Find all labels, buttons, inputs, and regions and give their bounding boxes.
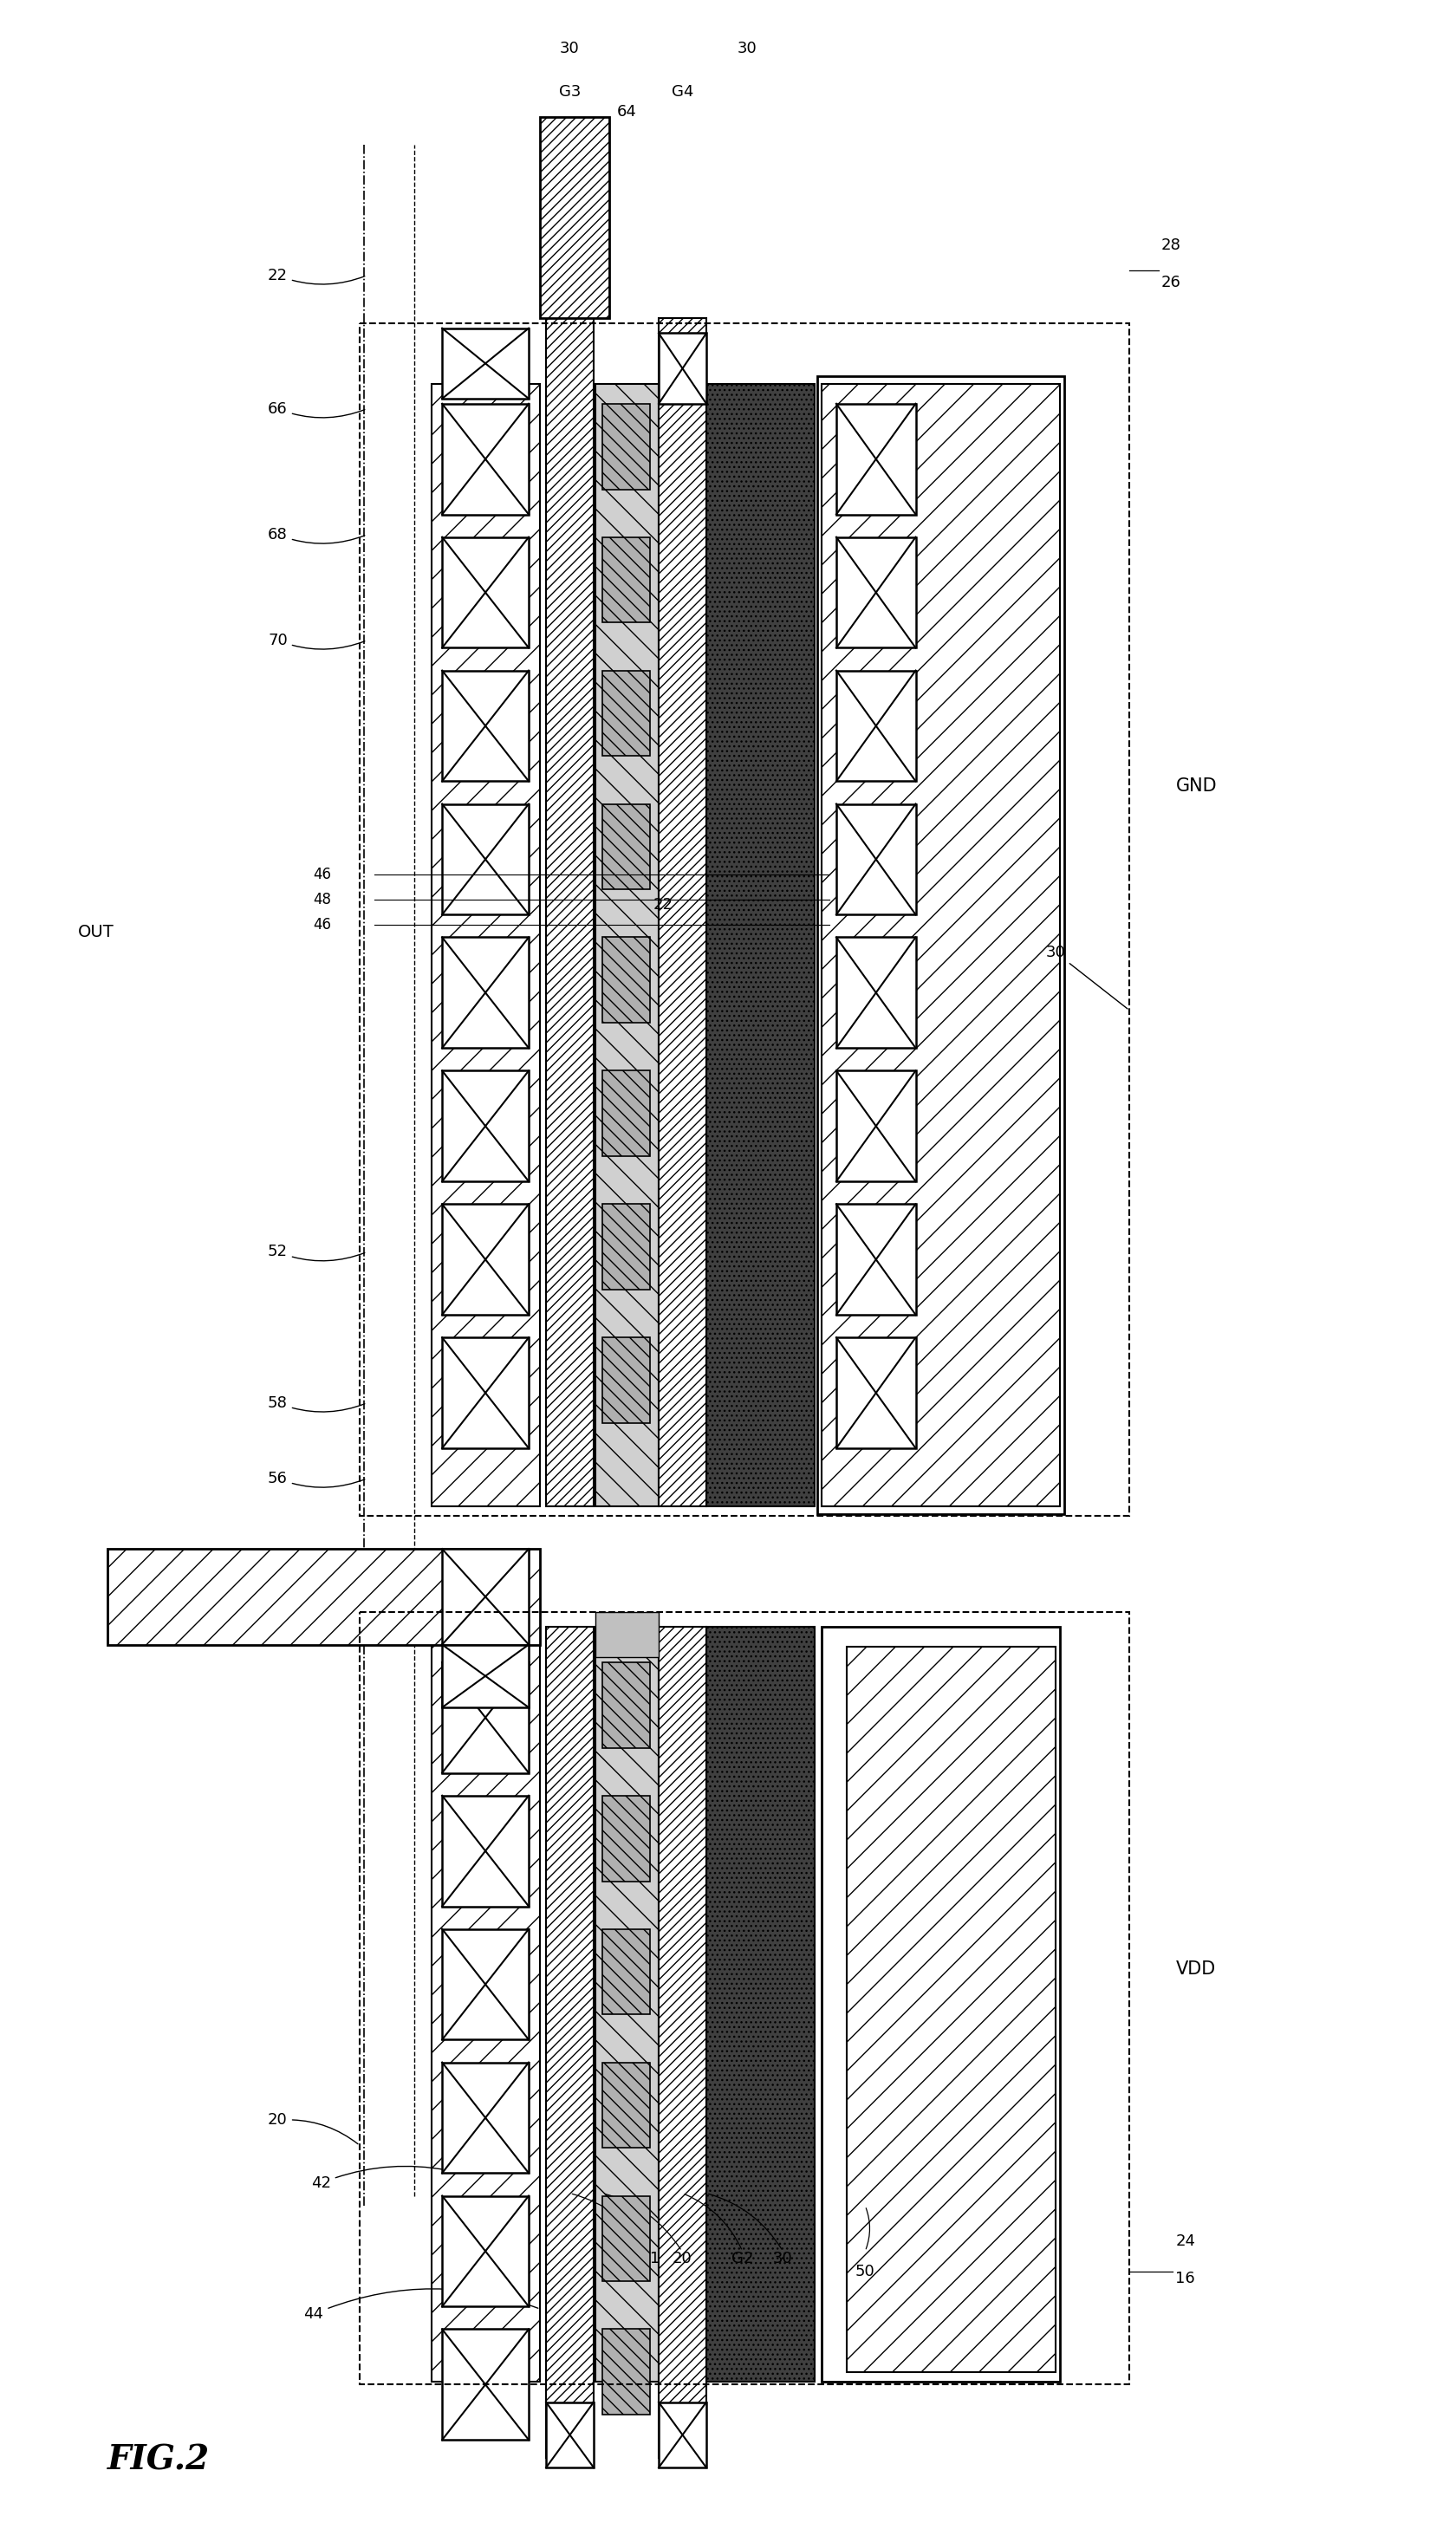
Bar: [836, 1338, 916, 1449]
Text: 18: 18: [268, 1583, 365, 1601]
Bar: [443, 1662, 529, 1773]
Text: 44: 44: [304, 2289, 539, 2322]
Text: 30: 30: [773, 2251, 792, 2266]
Bar: [706, 384, 815, 1507]
Bar: [443, 536, 529, 647]
Text: 52: 52: [268, 1244, 365, 1262]
Bar: [443, 938, 529, 1047]
Bar: [443, 1204, 529, 1315]
Text: 22: 22: [654, 898, 673, 913]
Bar: [443, 2061, 529, 2172]
Bar: [603, 1662, 649, 1748]
Bar: [658, 334, 706, 405]
Text: 20: 20: [268, 2112, 358, 2145]
Text: 66: 66: [268, 402, 365, 417]
Text: 24: 24: [1175, 2233, 1195, 2248]
Bar: [603, 2061, 649, 2147]
Bar: [603, 1204, 649, 1290]
Text: G1: G1: [638, 2251, 660, 2266]
Bar: [443, 2195, 529, 2306]
Text: IN: IN: [566, 2435, 584, 2451]
Bar: [443, 1796, 529, 1907]
Bar: [546, 319, 594, 1507]
Bar: [603, 405, 649, 488]
Bar: [432, 1626, 540, 2382]
Bar: [603, 938, 649, 1022]
Text: 56: 56: [268, 1472, 365, 1487]
Bar: [603, 1930, 649, 2016]
Bar: [443, 1070, 529, 1181]
Bar: [836, 405, 916, 513]
Bar: [108, 1548, 540, 1644]
Text: 68: 68: [268, 526, 365, 544]
Text: 30: 30: [891, 898, 911, 913]
Text: 30: 30: [1045, 946, 1127, 1009]
Bar: [360, 324, 1130, 1517]
Text: 50: 50: [855, 2263, 875, 2279]
Text: 48: 48: [313, 893, 331, 908]
Text: 22: 22: [268, 268, 365, 283]
Bar: [817, 377, 1064, 1515]
Text: VDD: VDD: [1175, 1960, 1216, 1978]
Bar: [443, 670, 529, 781]
Bar: [821, 1626, 1060, 2382]
Text: 70: 70: [268, 632, 365, 650]
Bar: [443, 329, 529, 400]
Bar: [821, 384, 1060, 1507]
Text: 16: 16: [1175, 2271, 1195, 2286]
Text: 28: 28: [1162, 238, 1181, 253]
Bar: [443, 1548, 529, 1644]
Bar: [546, 2403, 594, 2468]
Bar: [603, 1796, 649, 1882]
Bar: [706, 1626, 815, 2382]
Text: 42: 42: [312, 2167, 447, 2190]
Text: 64: 64: [617, 104, 636, 119]
Text: 26: 26: [1162, 276, 1181, 291]
Text: 20: 20: [671, 2251, 692, 2266]
Text: G4: G4: [671, 83, 693, 99]
Bar: [540, 116, 610, 319]
Text: 30: 30: [738, 40, 757, 56]
Bar: [596, 384, 658, 1507]
Bar: [443, 1644, 529, 1707]
Text: G3: G3: [559, 83, 581, 99]
Text: GND: GND: [1175, 776, 1217, 794]
Bar: [603, 536, 649, 622]
Bar: [443, 405, 529, 513]
Bar: [603, 804, 649, 890]
Bar: [596, 1611, 658, 1656]
Bar: [846, 1646, 1056, 2372]
Text: G2: G2: [731, 2251, 753, 2266]
Text: FIG.2: FIG.2: [108, 2443, 210, 2476]
Bar: [658, 319, 706, 1507]
Bar: [443, 2329, 529, 2440]
Text: 46: 46: [313, 867, 331, 883]
Bar: [546, 1626, 594, 2458]
Text: 46: 46: [313, 918, 331, 933]
Bar: [360, 1611, 1130, 2385]
Bar: [432, 384, 540, 1507]
Bar: [443, 1930, 529, 2041]
Bar: [836, 1070, 916, 1181]
Bar: [603, 1070, 649, 1156]
Bar: [443, 804, 529, 915]
Bar: [658, 1626, 706, 2458]
Bar: [443, 1338, 529, 1449]
Text: 58: 58: [268, 1396, 365, 1411]
Bar: [596, 1626, 658, 2382]
Bar: [603, 1338, 649, 1424]
Text: 30: 30: [561, 40, 579, 56]
Text: OUT: OUT: [79, 923, 115, 941]
Bar: [603, 2329, 649, 2415]
Bar: [836, 938, 916, 1047]
Bar: [836, 804, 916, 915]
Bar: [836, 536, 916, 647]
Bar: [603, 2195, 649, 2281]
Bar: [603, 670, 649, 756]
Bar: [836, 670, 916, 781]
Bar: [658, 2403, 706, 2468]
Bar: [836, 1204, 916, 1315]
